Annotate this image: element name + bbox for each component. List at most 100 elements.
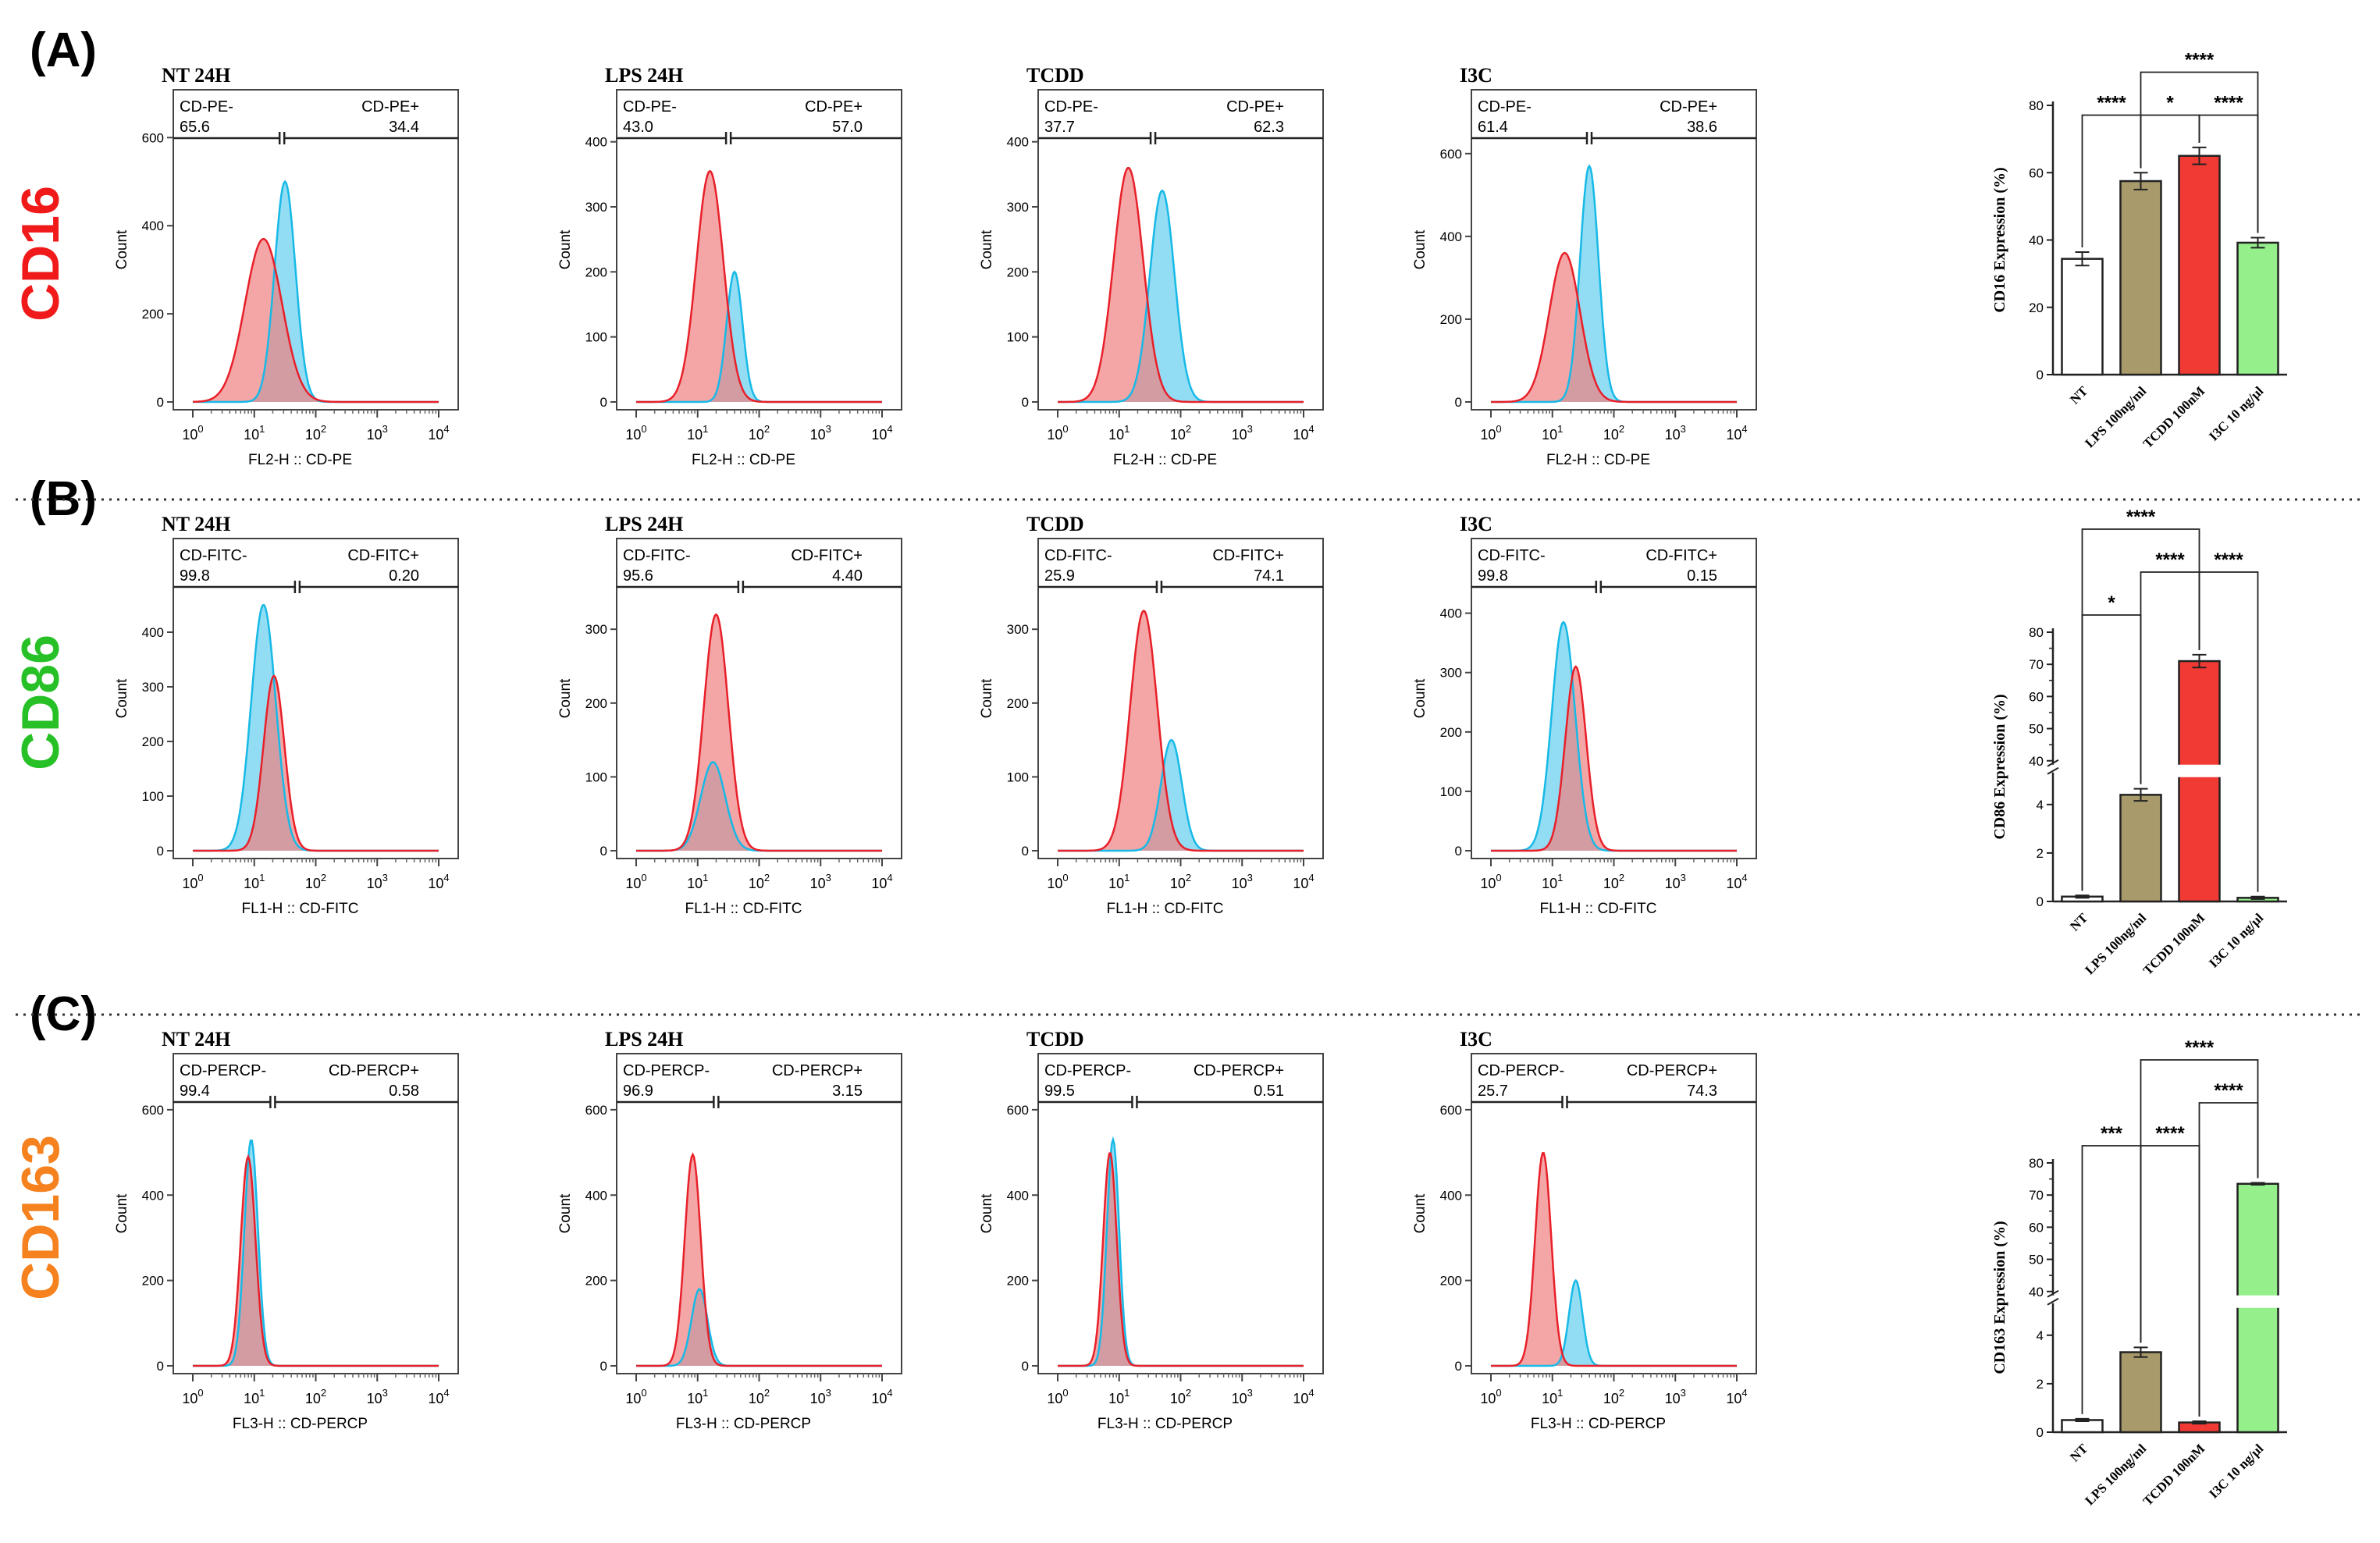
marker-label: CD86 bbox=[11, 635, 70, 770]
y-axis-label: Count bbox=[979, 678, 995, 718]
significance-label: **** bbox=[2185, 50, 2215, 71]
y-tick-label: 0 bbox=[600, 395, 607, 410]
y-tick-label: 300 bbox=[585, 622, 607, 637]
bar-y-axis-label: CD163 Expression (%) bbox=[1991, 1221, 2008, 1374]
bar-y-tick-label: 60 bbox=[2029, 165, 2044, 180]
significance-bracket bbox=[2140, 1059, 2259, 1343]
x-tick-exponent: 2 bbox=[1186, 423, 1191, 435]
histogram-2-2: TCDD CD-PERCP- 99.5 CD-PERCP+ 0.51 0 200 400 600… bbox=[979, 1028, 1324, 1432]
positive-gate-label: CD-FITC+ bbox=[1212, 547, 1284, 564]
y-tick-label: 100 bbox=[585, 330, 607, 345]
x-tick-exponent: 1 bbox=[1557, 423, 1563, 435]
negative-gate-label: CD-PE- bbox=[180, 98, 233, 116]
x-tick-label: 100 bbox=[182, 1387, 203, 1406]
red-histogram-line bbox=[193, 1154, 439, 1367]
positive-gate-label: CD-PE+ bbox=[1660, 98, 1717, 116]
positive-gate-label: CD-PERCP+ bbox=[1194, 1062, 1284, 1079]
histogram-0-3: I3CCD-PE-61.4CD-PE+38.60200400600Count10… bbox=[1412, 64, 1757, 468]
x-tick-label: 103 bbox=[367, 423, 388, 443]
x-tick-label: 102 bbox=[1170, 1387, 1191, 1406]
x-tick-exponent: 1 bbox=[1124, 1387, 1130, 1399]
x-tick-exponent: 4 bbox=[1308, 423, 1314, 435]
y-tick-label: 200 bbox=[1007, 1274, 1029, 1289]
negative-gate-label: CD-PERCP- bbox=[180, 1062, 266, 1079]
x-axis-label: FL2-H :: CD-PE bbox=[1113, 452, 1217, 468]
y-tick-label: 300 bbox=[585, 200, 607, 215]
positive-gate-value: 62.3 bbox=[1254, 119, 1284, 136]
x-tick-exponent: 3 bbox=[382, 423, 388, 435]
y-tick-label: 200 bbox=[585, 696, 607, 711]
red-histogram-line bbox=[1058, 1152, 1304, 1367]
x-axis-label: FL2-H :: CD-PE bbox=[692, 452, 795, 468]
cyan-histogram-fill bbox=[1058, 190, 1304, 402]
x-tick-label: 104 bbox=[871, 423, 892, 443]
y-tick-label: 0 bbox=[1455, 1359, 1462, 1374]
cyan-histogram-fill bbox=[1058, 740, 1304, 851]
x-tick-exponent: 2 bbox=[1186, 1387, 1191, 1399]
red-histogram-line bbox=[1058, 610, 1304, 852]
x-tick-label: 102 bbox=[749, 423, 770, 443]
y-axis-label: Count bbox=[557, 678, 574, 718]
red-histogram-line bbox=[192, 237, 439, 404]
y-tick-label: 200 bbox=[1440, 1274, 1462, 1289]
significance-label: **** bbox=[2214, 93, 2243, 114]
bar-y-tick-label: 70 bbox=[2029, 1188, 2044, 1203]
red-histogram-fill bbox=[1058, 1153, 1304, 1366]
cyan-histogram-fill bbox=[1058, 1139, 1304, 1366]
y-tick-label: 600 bbox=[1440, 1103, 1462, 1118]
bar-category-label: NT bbox=[2067, 910, 2091, 934]
bar-category-label: NT bbox=[2067, 1441, 2091, 1465]
x-tick-exponent: 2 bbox=[764, 423, 770, 435]
bar-2 bbox=[2178, 660, 2221, 903]
x-tick-label: 102 bbox=[1603, 423, 1624, 443]
histogram-1-0: NT 24HCD-FITC-99.8CD-FITC+0.200100200300… bbox=[114, 513, 459, 917]
positive-gate-label: CD-PERCP+ bbox=[1627, 1062, 1717, 1079]
y-tick-label: 400 bbox=[1007, 1188, 1029, 1203]
x-tick-exponent: 1 bbox=[703, 423, 708, 435]
histogram-1-2: TCDDCD-FITC-25.9CD-FITC+74.10100200300Co… bbox=[979, 513, 1324, 917]
x-tick-exponent: 1 bbox=[259, 872, 265, 883]
histogram-title: I3C bbox=[1460, 1028, 1492, 1051]
axis-break-mark bbox=[2047, 766, 2059, 775]
significance-label: **** bbox=[2155, 549, 2185, 571]
red-histogram-line bbox=[1058, 167, 1304, 404]
bar-category-label: I3C 10 ng/µl bbox=[2206, 910, 2266, 970]
x-tick-exponent: 0 bbox=[197, 872, 203, 883]
cyan-histogram-fill bbox=[193, 1140, 439, 1366]
x-tick-exponent: 4 bbox=[887, 872, 892, 883]
x-tick-label: 101 bbox=[1542, 1387, 1563, 1406]
x-tick-label: 104 bbox=[871, 1387, 892, 1406]
x-tick-label: 103 bbox=[367, 1387, 388, 1406]
histogram-title: TCDD bbox=[1026, 513, 1084, 535]
x-tick-exponent: 0 bbox=[197, 423, 203, 435]
negative-gate-label: CD-PE- bbox=[1044, 98, 1098, 116]
x-tick-label: 102 bbox=[749, 872, 770, 891]
positive-gate-label: CD-PERCP+ bbox=[329, 1062, 419, 1079]
positive-gate-value: 3.15 bbox=[832, 1083, 863, 1100]
x-tick-label: 100 bbox=[625, 423, 646, 443]
x-tick-exponent: 0 bbox=[1496, 872, 1501, 883]
x-tick-label: 104 bbox=[1293, 872, 1314, 891]
negative-gate-label: CD-PE- bbox=[1478, 98, 1532, 116]
y-tick-label: 200 bbox=[142, 734, 164, 749]
x-tick-exponent: 3 bbox=[826, 872, 831, 883]
x-tick-label: 100 bbox=[1480, 872, 1501, 891]
y-tick-label: 100 bbox=[142, 789, 164, 804]
cyan-histogram-line bbox=[636, 761, 882, 852]
negative-gate-label: CD-PERCP- bbox=[1044, 1062, 1131, 1079]
y-tick-label: 0 bbox=[157, 1359, 164, 1374]
bar-y-tick-label: 0 bbox=[2037, 894, 2044, 909]
x-tick-label: 104 bbox=[1293, 1387, 1314, 1406]
x-tick-label: 103 bbox=[1665, 423, 1686, 443]
x-tick-label: 103 bbox=[810, 423, 831, 443]
y-tick-label: 0 bbox=[600, 844, 607, 859]
y-tick-label: 100 bbox=[1007, 330, 1029, 345]
x-tick-exponent: 1 bbox=[1124, 423, 1130, 435]
x-tick-exponent: 2 bbox=[1619, 872, 1624, 883]
x-tick-label: 101 bbox=[244, 872, 265, 891]
significance-label: **** bbox=[2097, 93, 2126, 114]
histogram-title: I3C bbox=[1460, 64, 1492, 87]
bar-3 bbox=[2236, 1182, 2279, 1434]
